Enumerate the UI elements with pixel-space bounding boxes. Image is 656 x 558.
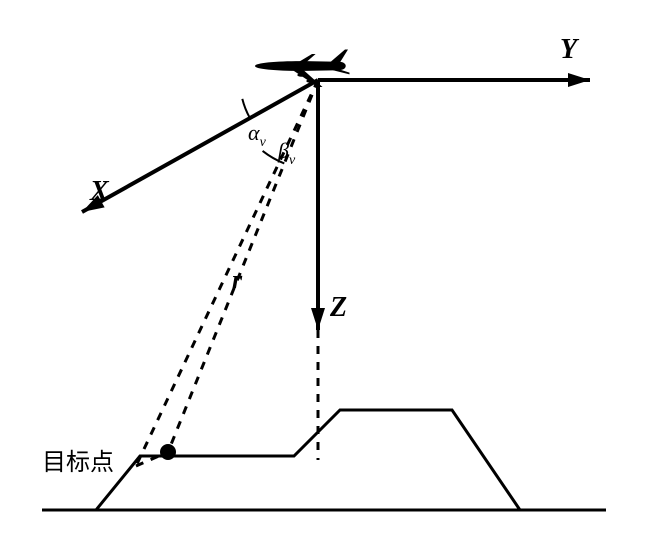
y-axis-label: Y bbox=[560, 34, 580, 65]
target-point-label: 目标点 bbox=[42, 449, 114, 476]
r-vector-label: r bbox=[232, 265, 243, 294]
x-axis-label: X bbox=[89, 176, 110, 207]
z-axis-label: Z bbox=[329, 292, 347, 323]
alpha-angle-label: αν bbox=[248, 120, 267, 150]
